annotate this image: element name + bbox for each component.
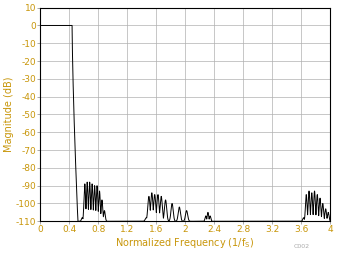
Text: C002: C002: [294, 244, 310, 249]
X-axis label: Normalized Frequency (1/f$_\mathregular{S}$): Normalized Frequency (1/f$_\mathregular{…: [116, 236, 255, 250]
Y-axis label: Magnitude (dB): Magnitude (dB): [4, 77, 14, 152]
